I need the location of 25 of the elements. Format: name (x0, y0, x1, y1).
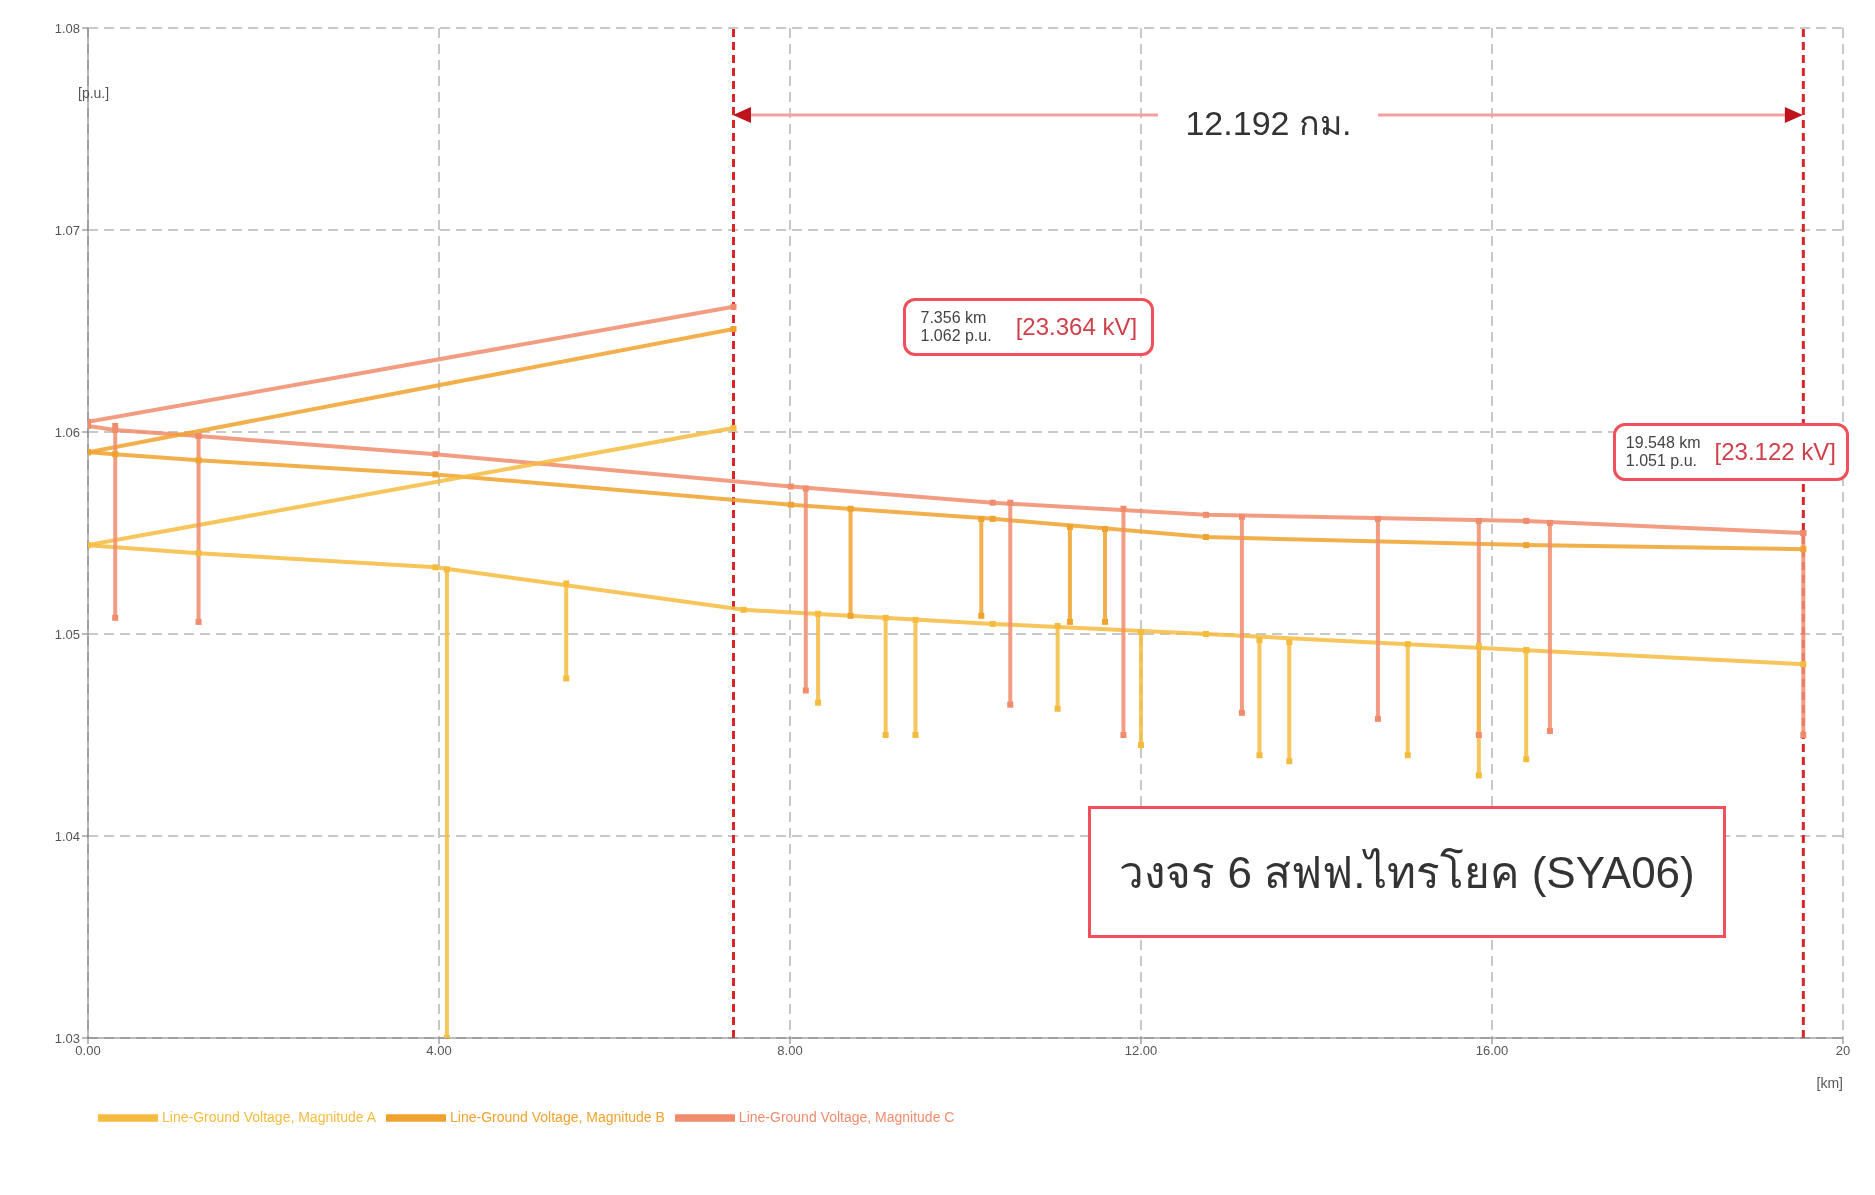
x-axis-title: [km] (1816, 1075, 1843, 1091)
legend-label: Line-Ground Voltage, Magnitude A (162, 1108, 377, 1125)
x-tick-label: 8.00 (777, 1043, 803, 1059)
legend-label: Line-Ground Voltage, Magnitude C (738, 1108, 955, 1125)
annotation: 12.192 กม. (1158, 96, 1379, 150)
x-tick-label: 20 (1835, 1043, 1851, 1059)
y-tick-label: 1.05 (54, 626, 80, 642)
y-tick-label: 1.04 (54, 828, 80, 844)
annotation: 19.548 km (1625, 434, 1701, 452)
annotation: [23.364 kV] (1015, 313, 1138, 341)
annotation: วงจร 6 สฟฟ.ไทรโยค (SYA06) (1088, 805, 1726, 938)
annotation: 1.051 p.u. (1625, 452, 1699, 470)
x-tick-label: 4.00 (426, 1043, 452, 1059)
annotation: [23.122 kV] (1714, 438, 1836, 466)
y-tick-label: 1.08 (54, 20, 80, 36)
annotation: 1.062 p.u. (920, 327, 992, 345)
y-axis-title: [p.u.] (78, 84, 110, 101)
x-tick-label: 12.00 (1124, 1043, 1158, 1059)
x-tick-label: 0.00 (75, 1043, 101, 1059)
legend-label: Line-Ground Voltage, Magnitude B (450, 1108, 665, 1125)
y-tick-label: 1.03 (54, 1030, 80, 1046)
y-tick-label: 1.07 (54, 222, 80, 238)
y-tick-label: 1.06 (54, 424, 80, 440)
annotation: 7.356 km (920, 309, 988, 327)
x-tick-label: 16.00 (1475, 1043, 1509, 1059)
